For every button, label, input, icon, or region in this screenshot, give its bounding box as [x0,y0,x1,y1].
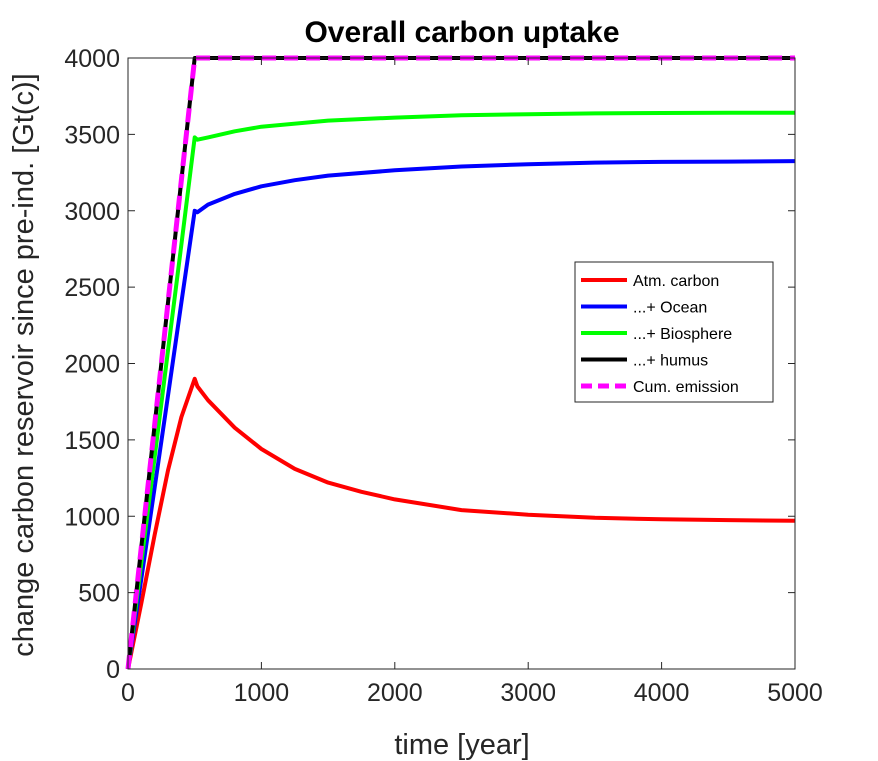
legend-label: ...+ Biosphere [633,326,732,343]
x-tick-label: 0 [121,679,135,707]
y-axis: 0 500 1000 1500 2000 2500 3000 3500 4000 [64,45,795,684]
y-tick-label: 4000 [64,45,120,73]
legend-label: Atm. carbon [633,273,719,290]
x-tick-label: 5000 [767,679,823,707]
legend-label: ...+ Ocean [633,300,707,317]
y-tick-label: 1000 [64,503,120,531]
legend-label: ...+ humus [633,353,708,370]
y-tick-label: 1500 [64,427,120,455]
y-tick-label: 3500 [64,121,120,149]
y-tick-label: 2000 [64,351,120,379]
legend: Atm. carbon ...+ Ocean ...+ Biosphere ...+ … [574,261,774,403]
series-line-1 [126,376,796,670]
x-axis-label: time [year] [394,729,529,761]
series-line-3 [126,110,796,670]
y-tick-label: 3000 [64,198,120,226]
x-tick-label: 4000 [634,679,690,707]
chart-title: Overall carbon uptake [304,16,619,49]
x-axis: 0 1000 2000 3000 4000 5000 [121,58,823,707]
y-tick-label: 0 [106,656,120,684]
x-tick-label: 3000 [500,679,556,707]
y-tick-label: 2500 [64,274,120,302]
y-tick-label: 500 [78,580,120,608]
legend-label: Cum. emission [633,379,739,396]
series-line-2 [126,159,796,670]
y-axis-label: change carbon reservoir since pre-ind. [… [8,73,40,656]
x-tick-label: 2000 [367,679,423,707]
x-tick-label: 1000 [234,679,290,707]
